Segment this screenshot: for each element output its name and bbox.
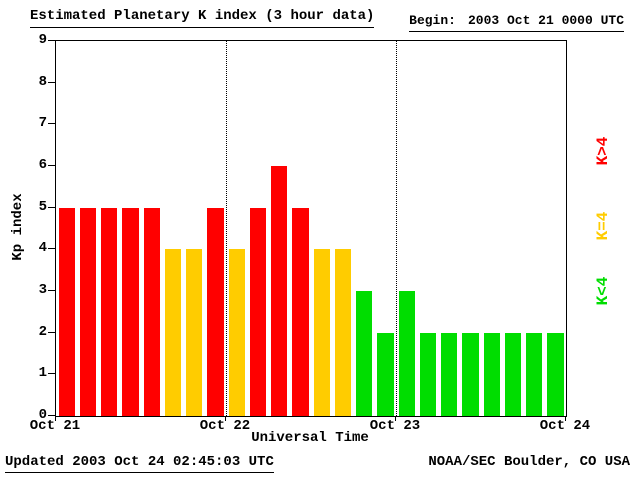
y-tick-label: 8 (38, 73, 47, 90)
kp-bar (504, 332, 521, 416)
y-tick-mark (48, 123, 55, 125)
kp-bar (58, 207, 75, 416)
kp-bar (186, 249, 203, 416)
y-tick-label: 3 (38, 282, 47, 298)
y-tick-label: 2 (38, 323, 47, 340)
y-tick-label: 5 (38, 198, 47, 215)
legend-k-lt-4: K<4 (594, 276, 612, 306)
y-tick-label: 7 (38, 115, 47, 132)
kp-bar (547, 332, 564, 416)
kp-bar (377, 332, 394, 416)
x-tick-label: Oct 22 (199, 418, 251, 434)
x-tick-label: Oct 21 (29, 418, 81, 434)
y-tick-label: 9 (38, 32, 47, 48)
x-tick-mark (225, 416, 226, 421)
kp-bar (526, 332, 543, 416)
begin-label: Begin: (409, 13, 456, 28)
y-tick-mark (48, 331, 55, 333)
y-tick-label: 0 (38, 407, 47, 423)
y-tick-mark (48, 206, 55, 208)
chart-title: Estimated Planetary K index (3 hour data… (30, 8, 375, 28)
kp-bar (249, 207, 266, 416)
x-axis-label: Universal Time (251, 430, 369, 446)
kp-bar (356, 291, 373, 416)
legend-k-gt-4: K>4 (594, 136, 612, 166)
kp-bar (164, 249, 181, 416)
legend-k-eq-4: K=4 (594, 211, 612, 241)
y-tick-mark (48, 248, 55, 250)
y-tick-mark (48, 165, 55, 166)
x-tick-mark (55, 416, 56, 421)
kp-bar (398, 291, 415, 416)
y-tick-label: 6 (38, 157, 47, 173)
kp-bar (462, 332, 479, 416)
y-tick-label: 4 (38, 240, 47, 257)
attribution-text: NOAA/SEC Boulder, CO USA (428, 454, 630, 470)
updated-timestamp: Updated 2003 Oct 24 02:45:03 UTC (5, 454, 274, 473)
kp-bar (101, 207, 118, 416)
begin-timestamp: Begin: 2003 Oct 21 0000 UTC (409, 13, 624, 32)
day-boundary-gridline (396, 41, 397, 416)
kp-bar (122, 207, 139, 416)
kp-bar (292, 207, 309, 416)
y-tick-label: 1 (38, 365, 47, 382)
kp-bar (228, 249, 245, 416)
y-tick-mark (48, 290, 55, 291)
kp-bar (271, 166, 288, 416)
kp-bar (419, 332, 436, 416)
kp-bar (143, 207, 160, 416)
kp-bar (483, 332, 500, 416)
plot-area (55, 40, 567, 417)
day-boundary-gridline (226, 41, 227, 416)
kp-bar (79, 207, 96, 416)
kp-bar (441, 332, 458, 416)
y-tick-mark (48, 40, 55, 41)
y-axis-label: Kp index (10, 193, 26, 261)
y-tick-mark (48, 81, 55, 83)
x-tick-label: Oct 23 (369, 418, 421, 434)
x-tick-mark (395, 416, 396, 421)
kp-bar (313, 249, 330, 416)
x-tick-mark (565, 416, 566, 421)
kp-bar (207, 207, 224, 416)
begin-value: 2003 Oct 21 0000 UTC (467, 13, 624, 28)
x-tick-label: Oct 24 (539, 418, 591, 434)
kp-bar (334, 249, 351, 416)
y-tick-mark (48, 373, 55, 375)
y-tick-mark (48, 415, 55, 416)
